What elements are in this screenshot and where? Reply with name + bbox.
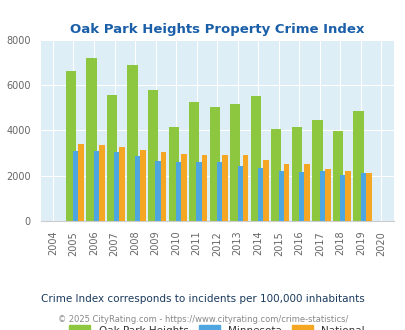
Bar: [175, 162, 181, 221]
Bar: [119, 148, 125, 221]
Bar: [339, 175, 345, 221]
Bar: [360, 174, 366, 221]
Bar: [107, 95, 117, 221]
Bar: [271, 129, 281, 221]
Bar: [332, 131, 342, 221]
Bar: [365, 174, 371, 221]
Bar: [262, 160, 268, 221]
Bar: [86, 58, 96, 221]
Legend: Oak Park Heights, Minnesota, National: Oak Park Heights, Minnesota, National: [65, 321, 368, 330]
Bar: [189, 102, 199, 221]
Bar: [352, 111, 363, 221]
Bar: [160, 152, 166, 221]
Bar: [73, 151, 79, 221]
Bar: [94, 151, 99, 221]
Bar: [303, 164, 309, 221]
Bar: [140, 149, 145, 221]
Bar: [196, 162, 202, 221]
Bar: [66, 71, 76, 221]
Bar: [134, 156, 140, 221]
Bar: [319, 171, 325, 221]
Bar: [127, 65, 137, 221]
Bar: [311, 120, 322, 221]
Bar: [230, 104, 240, 221]
Bar: [258, 168, 263, 221]
Bar: [324, 169, 330, 221]
Bar: [114, 152, 120, 221]
Bar: [222, 155, 227, 221]
Bar: [242, 155, 248, 221]
Bar: [250, 96, 260, 221]
Title: Oak Park Heights Property Crime Index: Oak Park Heights Property Crime Index: [70, 23, 364, 36]
Bar: [237, 166, 243, 221]
Bar: [168, 127, 178, 221]
Bar: [201, 155, 207, 221]
Bar: [216, 162, 222, 221]
Bar: [209, 107, 220, 221]
Bar: [345, 171, 350, 221]
Bar: [283, 164, 289, 221]
Bar: [298, 172, 304, 221]
Bar: [291, 127, 301, 221]
Bar: [181, 154, 186, 221]
Bar: [155, 161, 161, 221]
Text: © 2025 CityRating.com - https://www.cityrating.com/crime-statistics/: © 2025 CityRating.com - https://www.city…: [58, 315, 347, 324]
Bar: [148, 89, 158, 221]
Bar: [78, 144, 84, 221]
Bar: [99, 145, 104, 221]
Text: Crime Index corresponds to incidents per 100,000 inhabitants: Crime Index corresponds to incidents per…: [41, 294, 364, 304]
Bar: [278, 171, 284, 221]
